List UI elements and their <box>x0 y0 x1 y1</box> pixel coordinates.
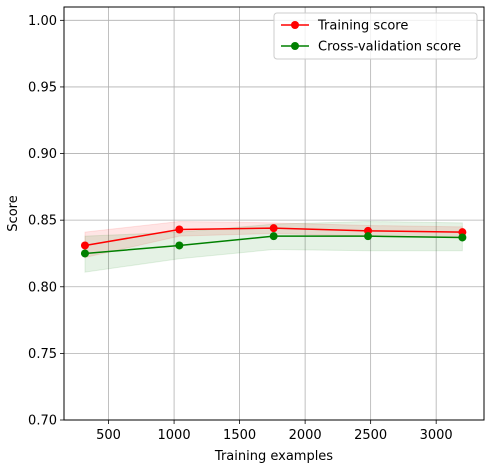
y-axis-label: Score <box>6 195 21 231</box>
point-series-1 <box>269 232 278 241</box>
point-series-0 <box>175 225 184 234</box>
legend-label: Training score <box>317 19 408 34</box>
y-tick-label: 1.00 <box>28 14 57 29</box>
legend: Training score Cross-validation score <box>273 12 478 60</box>
point-series-1 <box>175 241 184 250</box>
x-tick-label: 500 <box>96 428 121 443</box>
x-tick-label: 1000 <box>158 428 191 443</box>
point-series-0 <box>80 241 89 250</box>
point-series-1 <box>80 249 89 258</box>
legend-swatch-marker <box>291 42 299 50</box>
x-tick-label: 2000 <box>289 428 322 443</box>
legend-swatch-marker <box>291 21 299 29</box>
plot-frame <box>63 6 485 421</box>
x-tick-label: 1500 <box>223 428 256 443</box>
x-axis-label: Training examples <box>214 449 333 464</box>
axis-ticks: 500 1000 1500 2000 2500 3000 0.70 0.75 0.80 0.85 0… <box>28 14 453 443</box>
y-tick-label: 0.70 <box>28 414 57 429</box>
y-tick-label: 0.75 <box>28 347 57 362</box>
x-tick-label: 2500 <box>354 428 387 443</box>
point-series-1 <box>458 233 467 242</box>
x-tick-label: 3000 <box>420 428 453 443</box>
legend-label: Cross-validation score <box>318 40 461 55</box>
y-tick-label: 0.80 <box>28 280 57 295</box>
point-series-1 <box>364 232 373 241</box>
grid <box>64 7 484 421</box>
legend-box <box>273 12 478 60</box>
y-tick-label: 0.95 <box>28 80 57 95</box>
y-tick-label: 0.85 <box>28 214 57 229</box>
point-series-0 <box>269 224 278 233</box>
series-markers <box>80 224 467 258</box>
y-tick-label: 0.90 <box>28 147 57 162</box>
